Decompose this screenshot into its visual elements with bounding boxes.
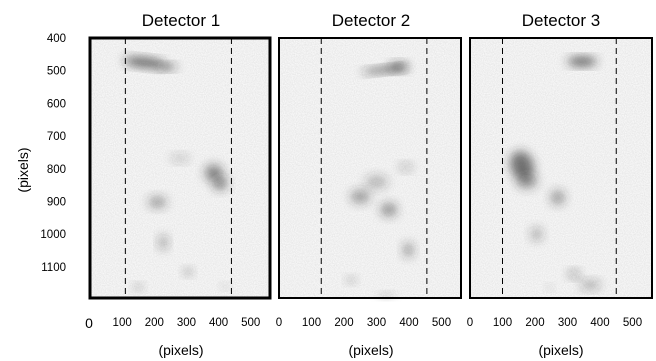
x-axis-label: (pixels) (348, 342, 393, 358)
signal-blob (546, 284, 553, 291)
signal-blob (399, 163, 413, 172)
signal-blob (365, 175, 388, 189)
signal-blobs (510, 57, 601, 291)
panel-title-detector-3: Detector 3 (522, 11, 600, 30)
signal-blob (567, 57, 597, 66)
origin-label: 0 (85, 315, 93, 331)
x-tick-label: 300 (367, 317, 386, 329)
x-tick-label: 100 (302, 317, 321, 329)
panel-detector-2: Detector 2 0 100 200 300 400 500 (pixels) (276, 11, 462, 358)
signal-blob (350, 190, 370, 204)
signal-blob (221, 283, 229, 290)
dashed-boundaries (320, 38, 428, 298)
x-tick-label: 0 (467, 317, 473, 329)
signal-blob (516, 174, 538, 189)
signal-blob (550, 190, 565, 205)
signal-blob (530, 227, 543, 241)
x-tick-label: 500 (432, 317, 451, 329)
x-tick-label: 400 (590, 317, 609, 329)
x-axis-label: (pixels) (538, 342, 583, 358)
x-tick-label: 200 (525, 317, 544, 329)
signal-blob (389, 62, 408, 72)
x-tick-label: 200 (334, 317, 353, 329)
panel-title-detector-1: Detector 1 (142, 11, 220, 30)
panel-frame (469, 37, 653, 299)
signal-blob (403, 242, 414, 258)
signal-blobs (346, 62, 414, 299)
x-axis-ticks: 0 100 200 300 400 500 (276, 317, 451, 329)
y-tick-label: 800 (47, 164, 66, 176)
signal-blobs (123, 57, 229, 291)
signal-blob (183, 268, 193, 276)
signal-blob (204, 164, 223, 181)
signal-blob (380, 203, 397, 217)
panel-detector-1: Detector 1 100 200 300 400 500 (pixels) (88, 11, 272, 358)
y-tick-label: 400 (47, 33, 66, 45)
y-axis-label: (pixels) (15, 147, 31, 192)
x-tick-label: 300 (558, 317, 577, 329)
signal-blob (213, 176, 228, 191)
y-tick-label: 1000 (40, 229, 66, 241)
signal-blob (123, 57, 166, 68)
x-tick-label: 400 (399, 317, 418, 329)
signal-blob (346, 276, 356, 284)
y-tick-label: 500 (47, 66, 66, 78)
x-axis-ticks: 100 200 300 400 500 (113, 317, 261, 329)
y-tick-label: 700 (47, 131, 66, 143)
y-axis-ticks: 400 500 600 700 800 900 1000 1100 (40, 33, 66, 274)
signal-blob (171, 154, 189, 163)
x-tick-label: 0 (276, 317, 282, 329)
x-axis-label: (pixels) (158, 342, 203, 358)
signal-blob (133, 283, 143, 291)
signal-blob (568, 270, 580, 279)
y-tick-label: 900 (47, 197, 66, 209)
x-tick-label: 400 (209, 317, 228, 329)
panel-title-detector-2: Detector 2 (332, 11, 410, 30)
x-tick-label: 500 (241, 317, 260, 329)
x-axis-ticks: 0 100 200 300 400 500 (467, 317, 642, 329)
x-tick-label: 100 (113, 317, 132, 329)
signal-blob (510, 151, 534, 180)
signal-blob (157, 63, 177, 71)
signal-blob (579, 280, 601, 290)
signal-blob (158, 235, 168, 250)
x-tick-label: 300 (177, 317, 196, 329)
dashed-boundaries (124, 38, 232, 298)
x-tick-label: 200 (145, 317, 164, 329)
panel-detector-3: Detector 3 0 100 200 300 400 500 (pixels) (467, 11, 653, 358)
y-tick-label: 600 (47, 98, 66, 110)
signal-blob (148, 196, 167, 208)
dashed-boundaries (502, 38, 617, 298)
panel-frame (88, 36, 272, 300)
x-tick-label: 100 (493, 317, 512, 329)
y-tick-label: 1100 (41, 262, 66, 274)
panel-frame (278, 37, 462, 299)
x-tick-label: 500 (623, 317, 642, 329)
